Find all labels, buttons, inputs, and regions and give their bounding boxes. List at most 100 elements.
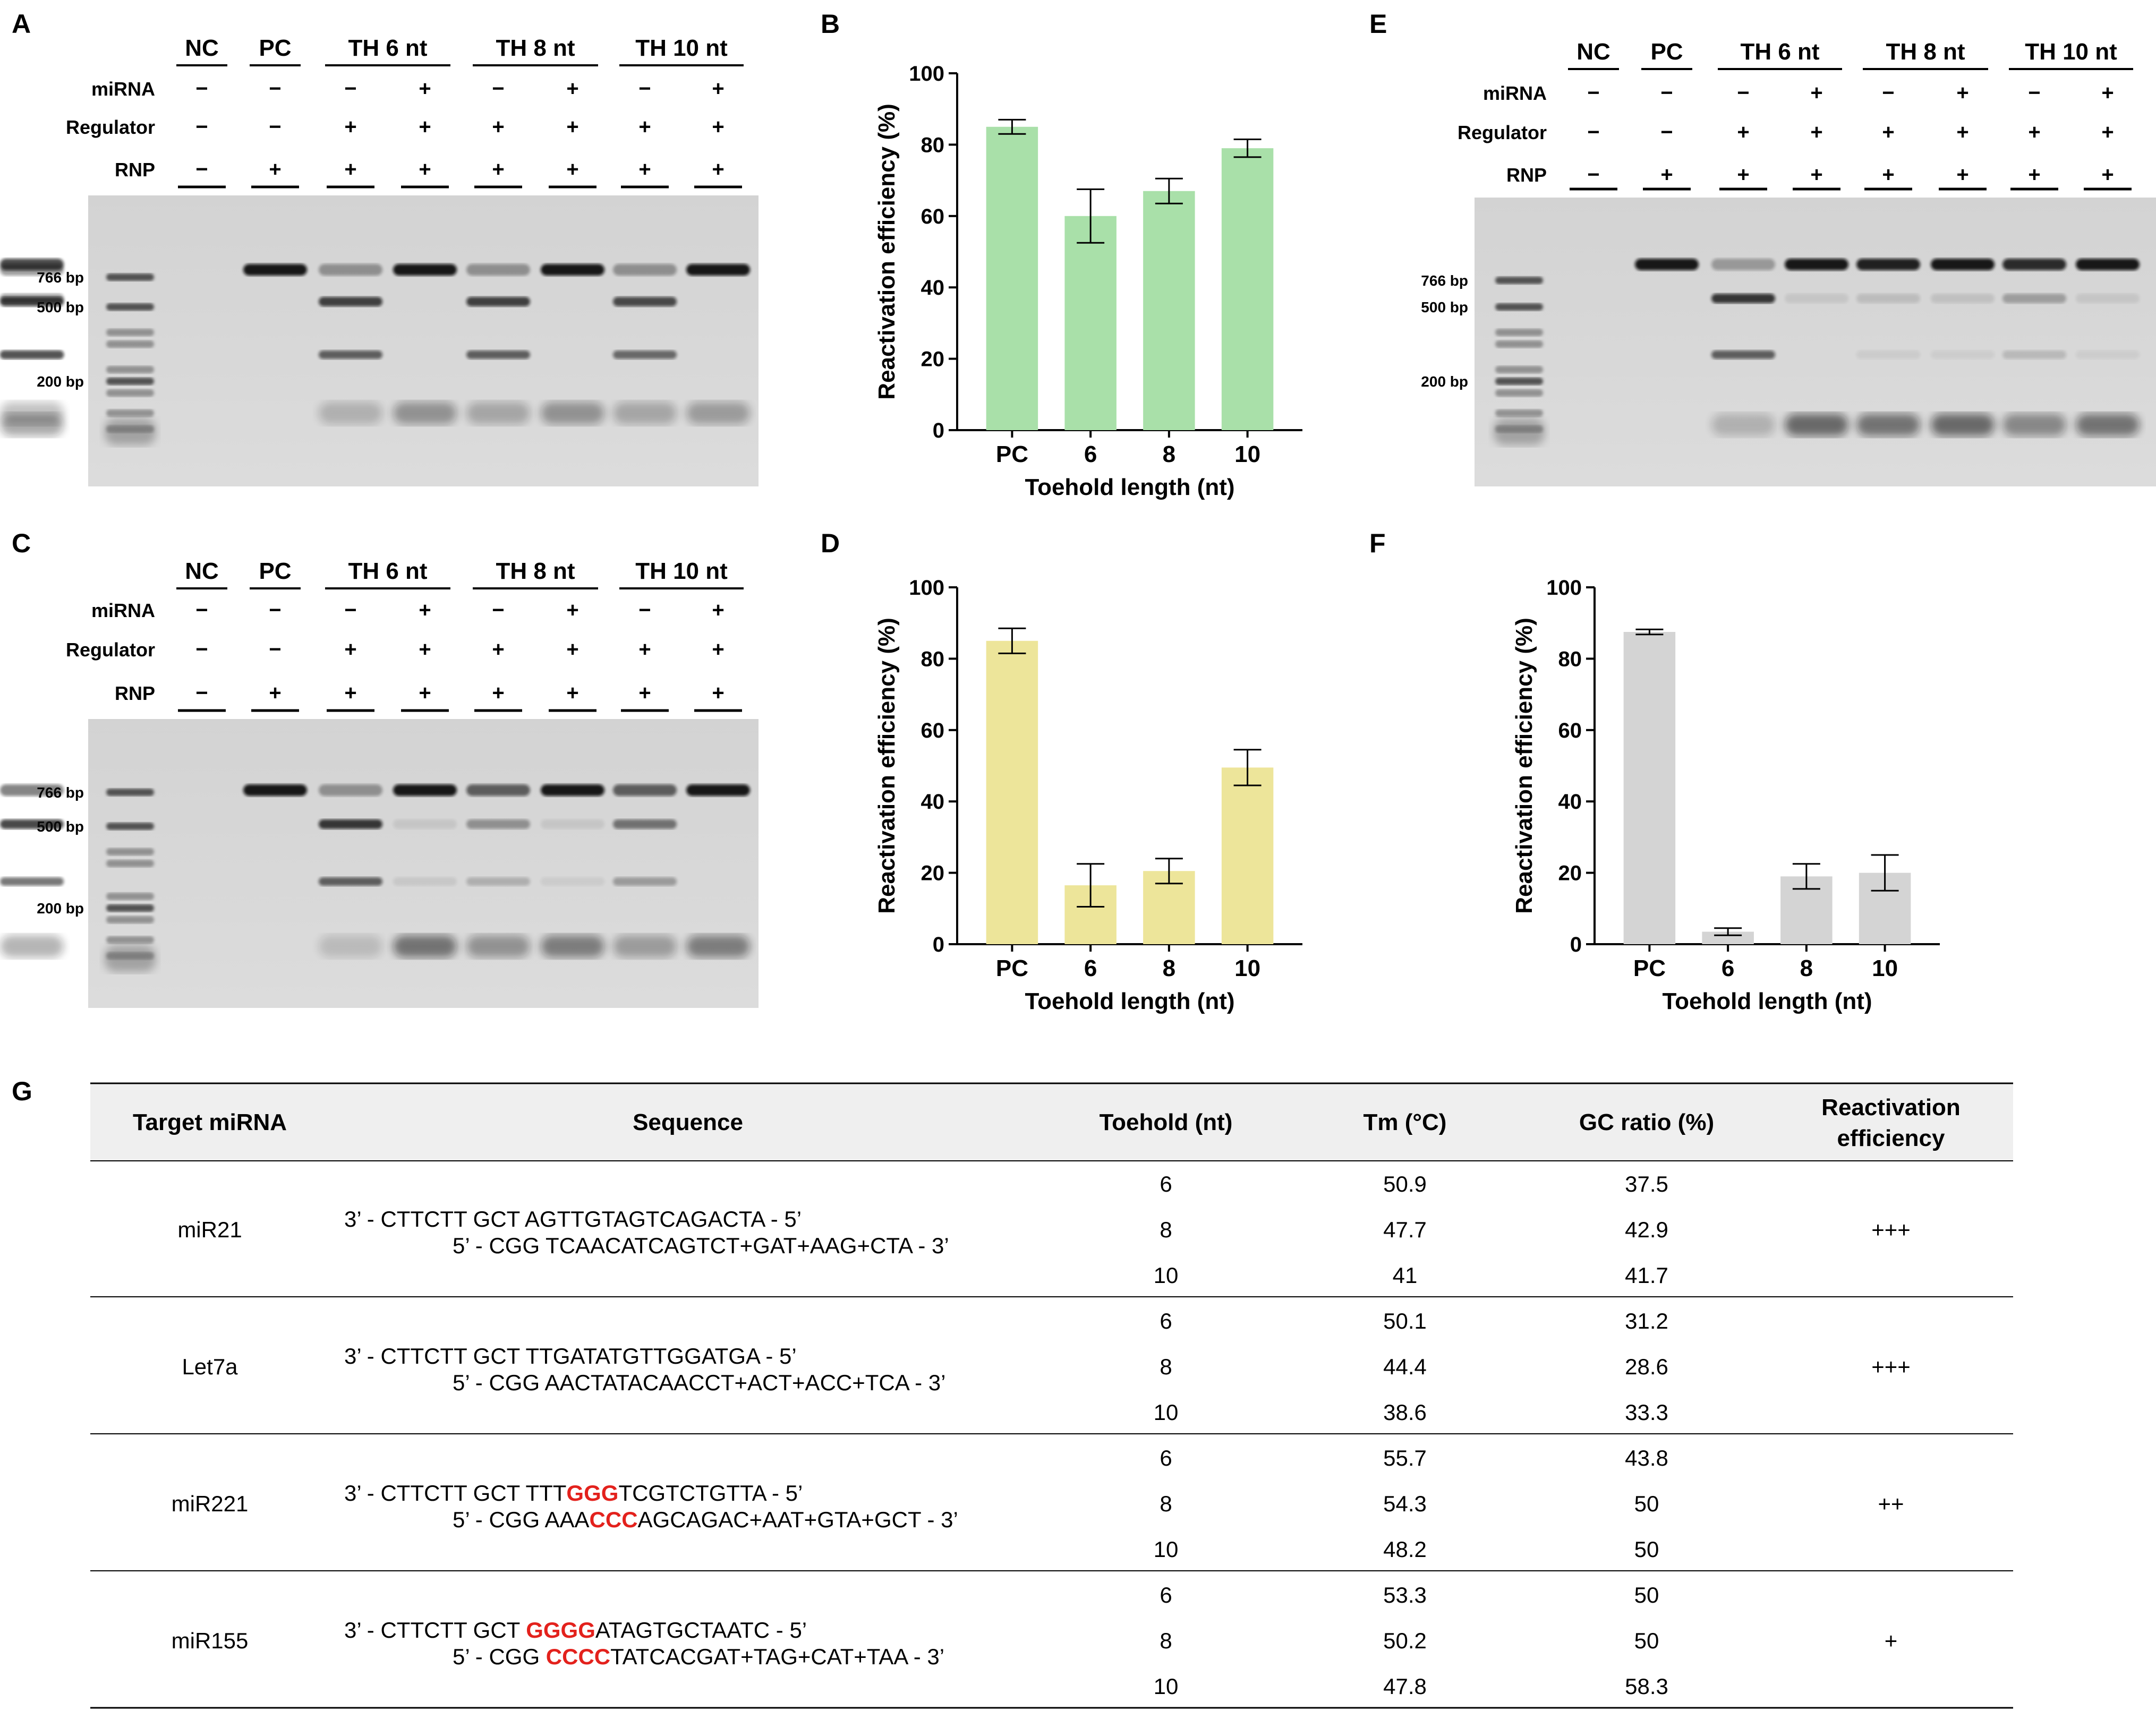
sign-cell: − (269, 638, 281, 661)
gel-band-250 (613, 877, 677, 886)
gel-band-250 (319, 877, 382, 886)
sign-cell: − (195, 638, 208, 661)
sign-cell: + (638, 158, 651, 181)
ladder-smear (105, 418, 156, 445)
gel-band-250 (613, 350, 677, 359)
sign-cell: + (419, 115, 431, 139)
cell-gc: 50 (1634, 1537, 1659, 1562)
ladder-band (1495, 409, 1543, 417)
sign-cell: + (1737, 121, 1749, 144)
sign-cell: + (344, 158, 356, 181)
sequence-strand-3: 3’ - CTTCTT GCT AGTTGTAGTCAGACTA - 5’ (344, 1207, 802, 1231)
x-tick-label: 8 (1800, 955, 1813, 981)
group-header: NC (1576, 39, 1610, 65)
chart-b: 0 20 40 60 80 100 Reactivation efficiency (%) P… (874, 62, 1302, 500)
ladder-band (1495, 340, 1543, 348)
gel-band-766 (466, 784, 530, 796)
gel-band-primer (686, 935, 750, 957)
cell-efficiency: +++ (1871, 1354, 1911, 1379)
gel-band-500 (613, 819, 677, 829)
x-tick-label: 10 (1234, 955, 1260, 981)
sign-cell: + (1882, 163, 1894, 186)
row-label: Regulator (66, 639, 155, 661)
row-label: Regulator (66, 116, 155, 138)
ladder-band (106, 916, 154, 923)
sign-cell: + (2028, 163, 2040, 186)
ladder-band (1495, 378, 1543, 385)
cell-tm: 47.7 (1383, 1217, 1427, 1242)
cell-gc: 37.5 (1625, 1171, 1668, 1196)
gel-band-500 (613, 297, 677, 306)
sign-cell: + (492, 638, 504, 661)
gel-band-766 (1635, 259, 1699, 270)
group-header: TH 10 nt (635, 35, 728, 61)
gel-band-250 (2002, 350, 2066, 359)
gel-band-250 (0, 350, 64, 359)
col-header-reactivation: Reactivation (1821, 1094, 1961, 1120)
sign-cell: − (195, 77, 208, 100)
cell-toehold: 6 (1160, 1582, 1172, 1607)
cell-tm: 41 (1393, 1263, 1418, 1288)
group-header: TH 6 nt (348, 558, 427, 584)
y-tick-label: 0 (933, 933, 944, 956)
col-header-tm: Tm (°C) (1364, 1109, 1447, 1135)
gel-band-766 (1785, 259, 1848, 270)
gel-panel-a: NC PC TH 6 nt TH 8 nt TH 10 nt miRNA − − − + − + − + R… (0, 35, 759, 486)
ladder-band (106, 303, 154, 311)
cell-gc: 31.2 (1625, 1308, 1668, 1333)
gel-image (1475, 198, 2156, 486)
x-axis-label: Toehold length (nt) (1025, 988, 1234, 1014)
sequence-strand-5: 5’ - CGG TCAACATCAGTCT+GAT+AAG+CTA - 3’ (453, 1233, 949, 1258)
ladder-band (106, 273, 154, 281)
cell-tm: 50.2 (1383, 1628, 1427, 1653)
x-tick-label: 10 (1234, 441, 1260, 467)
gel-band-primer (319, 402, 382, 424)
cell-tm: 50.9 (1383, 1171, 1427, 1196)
x-axis-label: Toehold length (nt) (1025, 474, 1234, 500)
gel-band-250 (466, 877, 530, 886)
x-tick-label: 6 (1084, 955, 1097, 981)
sign-cell: − (492, 77, 504, 100)
ladder-smear (1494, 418, 1545, 445)
sign-cell: + (1956, 81, 1968, 105)
sign-cell: + (566, 638, 578, 661)
cell-gc: 42.9 (1625, 1217, 1668, 1242)
gel-band-250 (1931, 350, 1995, 359)
gel-band-500 (319, 297, 382, 306)
cell-gc: 33.3 (1625, 1400, 1668, 1425)
cell-gc: 50 (1634, 1582, 1659, 1607)
cell-tm: 44.4 (1383, 1354, 1427, 1379)
group-header: TH 6 nt (348, 35, 427, 61)
sign-cell: + (419, 598, 431, 622)
sign-cell: + (269, 681, 281, 705)
ladder-band (106, 789, 154, 796)
seq-part: 3’ - CTTCTT GCT (344, 1618, 526, 1642)
cell-toehold: 8 (1160, 1628, 1172, 1653)
y-tick-label: 20 (921, 348, 945, 371)
gel-band-766 (466, 264, 530, 276)
x-tick-label: 6 (1084, 441, 1097, 467)
gel-band-766 (243, 264, 307, 276)
gel-band-500 (319, 819, 382, 829)
y-tick-label: 40 (921, 276, 945, 300)
gel-band-500 (1931, 294, 1995, 303)
bar (986, 126, 1038, 431)
sign-cell: + (344, 115, 356, 139)
y-tick-label: 20 (921, 862, 945, 885)
y-tick-label: 60 (921, 205, 945, 228)
table-header-bg (90, 1083, 2013, 1161)
gel-band-250 (319, 350, 382, 359)
gel-band-primer (466, 935, 530, 957)
gel-image (88, 719, 759, 1008)
gel-band-primer (613, 402, 677, 424)
gel-band-500 (393, 819, 457, 829)
gel-band-500 (1785, 294, 1848, 303)
row-label: RNP (115, 159, 155, 181)
ladder-band (106, 378, 154, 385)
sign-cell: + (419, 681, 431, 705)
sign-cell: + (1810, 121, 1822, 144)
sign-cell: − (1882, 81, 1894, 105)
ladder-band (1495, 389, 1543, 397)
sign-cell: + (344, 681, 356, 705)
